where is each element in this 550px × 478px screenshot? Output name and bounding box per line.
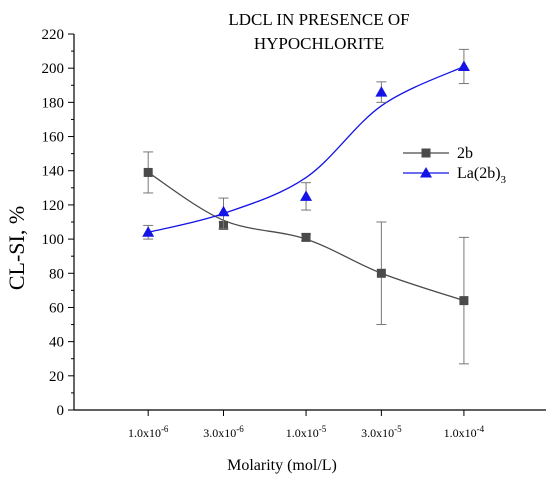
y-tick-label-40: 40 — [49, 335, 64, 351]
y-tick-label-180: 180 — [42, 95, 65, 111]
y-tick-label-120: 120 — [42, 198, 65, 214]
series-1 — [142, 48, 470, 240]
legend-label-0: 2b — [457, 145, 473, 162]
data-point-1-4 — [457, 60, 470, 71]
chart-title: LDCL IN PRESENCE OF HYPOCHLORITE — [228, 10, 409, 53]
data-point-0-2 — [301, 232, 311, 242]
x-axis-label: Molarity (mol/L) — [227, 457, 337, 474]
y-tick-label-60: 60 — [49, 300, 64, 316]
x-tick-label-4: 1.0x10-4 — [444, 424, 485, 440]
series-line-1 — [148, 65, 465, 233]
y-tick-label-80: 80 — [49, 266, 64, 282]
x-tick-label-1: 3.0x10-6 — [203, 424, 244, 440]
x-tick-label-2: 1.0x10-5 — [286, 424, 327, 440]
data-point-0-3 — [376, 268, 386, 278]
legend-marker-0 — [421, 148, 431, 158]
y-tick-label-160: 160 — [42, 130, 65, 146]
legend-item-0: 2b — [403, 145, 473, 162]
data-point-1-1 — [217, 205, 230, 217]
data-point-1-3 — [375, 86, 388, 97]
y-tick-label-0: 0 — [57, 403, 65, 419]
y-axis-label: CL-SI, % — [4, 206, 29, 290]
y-tick-label-200: 200 — [42, 61, 65, 77]
plot-area: 0 20 40 60 80 100 120 140 160 180 200 220 1.0x10-6 3.… — [42, 27, 546, 440]
chart-title-line-2: HYPOCHLORITE — [254, 34, 384, 53]
legend-label-1: La(2b)3 — [457, 165, 507, 186]
chart-title-line-1: LDCL IN PRESENCE OF — [228, 10, 409, 29]
y-tick-label-140: 140 — [42, 164, 65, 180]
x-tick-label-3: 3.0x10-5 — [361, 424, 402, 440]
y-tick-label-100: 100 — [42, 232, 65, 248]
data-point-1-0 — [142, 226, 155, 237]
legend-item-1: La(2b)3 — [403, 165, 507, 186]
x-tick-label-0: 1.0x10-6 — [128, 424, 169, 440]
data-point-1-2 — [300, 190, 313, 201]
legend-marker-1 — [420, 167, 432, 178]
y-tick-label-20: 20 — [49, 369, 64, 385]
data-point-0-4 — [459, 296, 469, 306]
legend: 2b La(2b)3 — [403, 145, 507, 186]
y-tick-label-220: 220 — [42, 27, 65, 43]
data-point-0-0 — [143, 167, 153, 177]
